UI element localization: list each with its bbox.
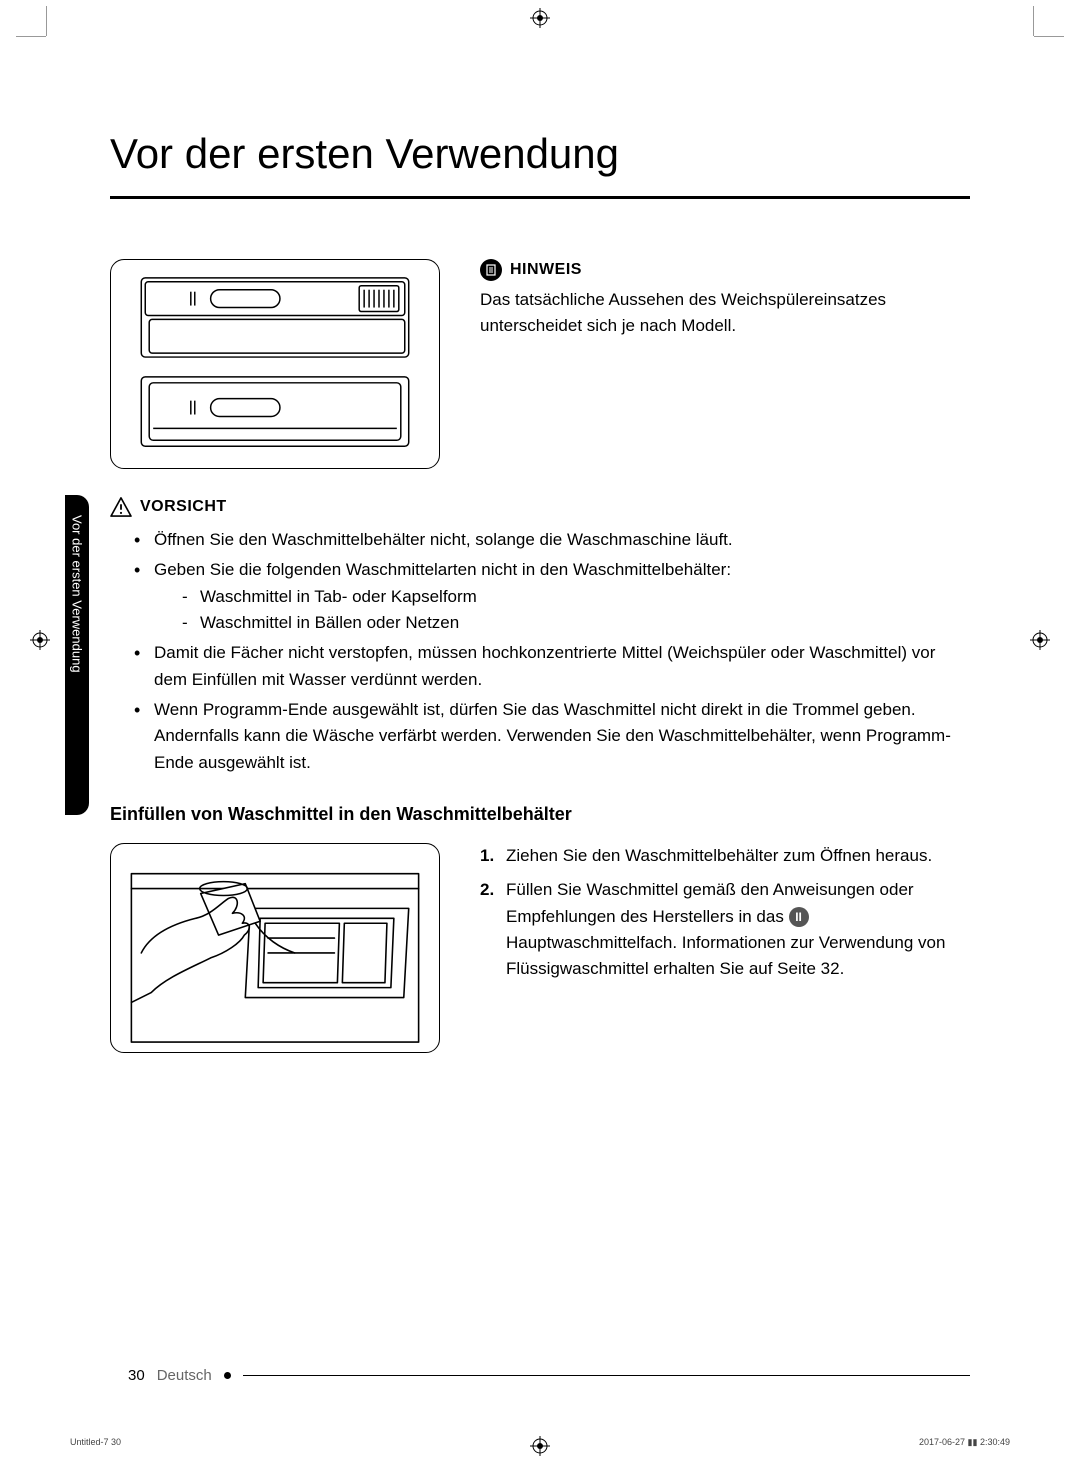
illustration-softener-insert	[110, 259, 440, 469]
step-item: Füllen Sie Waschmittel gemäß den Anweisu…	[480, 877, 970, 982]
caution-item: Wenn Programm-Ende ausgewählt ist, dürfe…	[134, 697, 970, 776]
page-language: Deutsch	[157, 1367, 212, 1384]
print-footer-left: Untitled-7 30	[70, 1437, 121, 1448]
illustration-pour-detergent	[110, 843, 440, 1053]
step-item: Ziehen Sie den Waschmittelbehälter zum Ö…	[480, 843, 970, 869]
caution-icon	[110, 497, 132, 517]
caution-item: Geben Sie die folgenden Waschmittelarten…	[134, 557, 970, 636]
subheading: Einfüllen von Waschmittel in den Waschmi…	[110, 804, 970, 825]
print-footer-right: 2017-06-27 ▮▮ 2:30:49	[919, 1437, 1010, 1448]
caution-item: Öffnen Sie den Waschmittelbehälter nicht…	[134, 527, 970, 553]
footer-dot-icon	[224, 1372, 231, 1379]
caution-item: Damit die Fächer nicht verstopfen, müsse…	[134, 640, 970, 693]
note-icon	[480, 259, 502, 281]
compartment-ii-icon: II	[789, 907, 809, 927]
footer-rule	[243, 1375, 970, 1376]
caution-subitem: Waschmittel in Bällen oder Netzen	[182, 610, 970, 636]
hinweis-label: HINWEIS	[510, 261, 582, 279]
page-footer: 30 Deutsch	[128, 1367, 970, 1384]
print-footer: Untitled-7 30 2017-06-27 ▮▮ 2:30:49	[70, 1437, 1010, 1448]
page-number: 30	[128, 1367, 145, 1384]
caution-list: Öffnen Sie den Waschmittelbehälter nicht…	[110, 527, 970, 776]
caution-sublist: Waschmittel in Tab- oder Kapselform Wasc…	[154, 584, 970, 637]
vorsicht-label: VORSICHT	[140, 498, 227, 516]
hinweis-text: Das tatsächliche Aussehen des Weichspüle…	[480, 287, 970, 340]
steps-list: Ziehen Sie den Waschmittelbehälter zum Ö…	[480, 843, 970, 1053]
page-title: Vor der ersten Verwendung	[110, 130, 970, 199]
caution-subitem: Waschmittel in Tab- oder Kapselform	[182, 584, 970, 610]
